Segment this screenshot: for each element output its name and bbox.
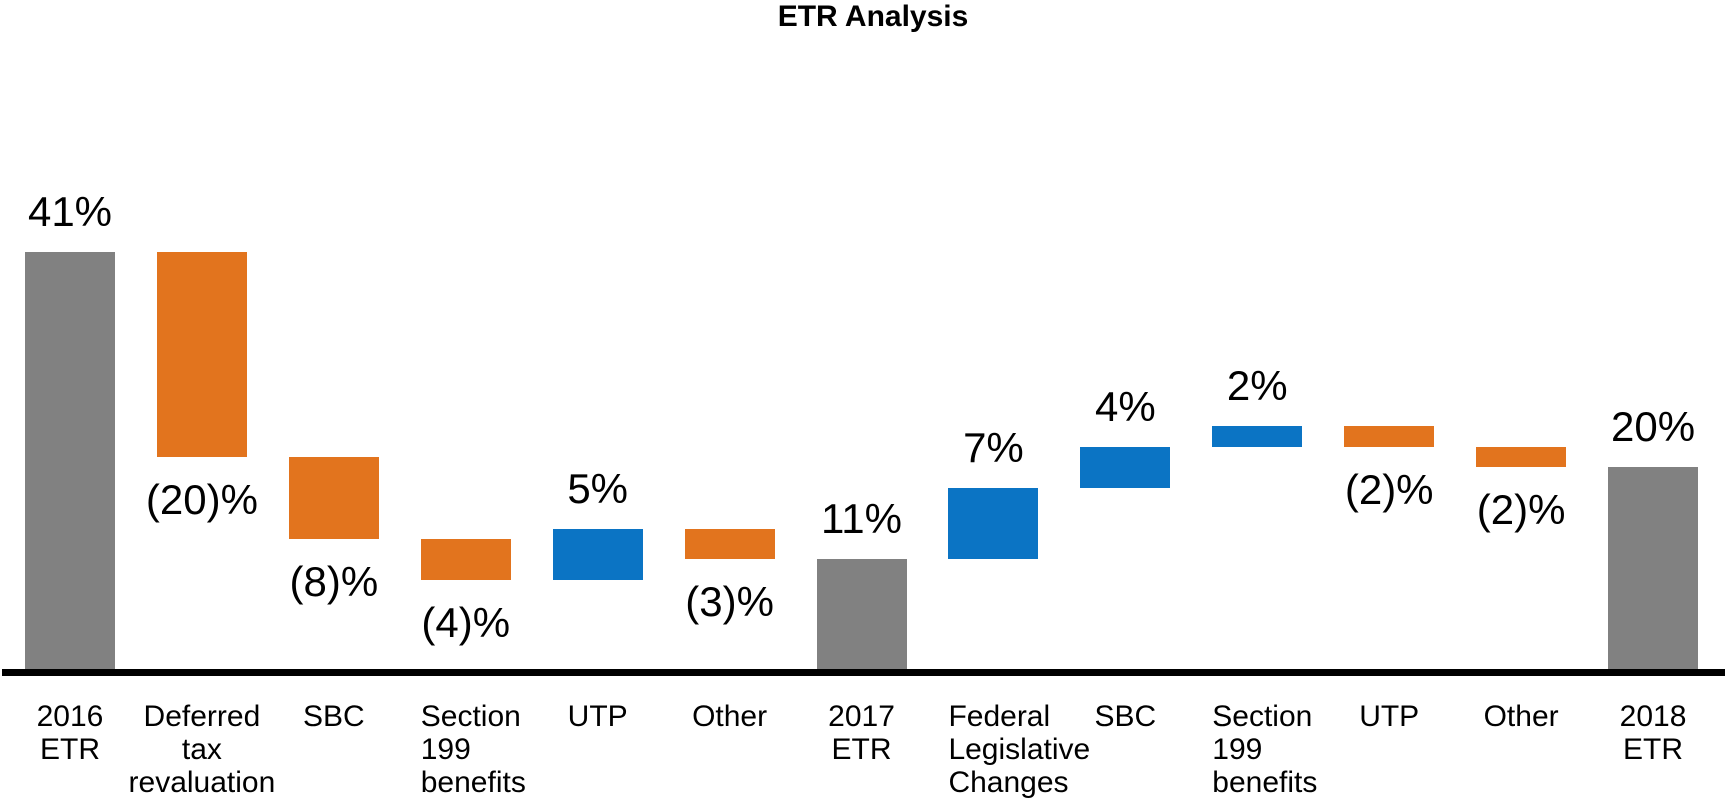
bar-value-label: 41% [27, 187, 113, 235]
bar-value-label: (3)% [685, 578, 774, 626]
bar-value-label: 20% [1611, 403, 1696, 450]
chart-title: ETR Analysis [777, 0, 969, 33]
waterfall-bar-increase [552, 528, 643, 580]
bar-value-label: (8)% [289, 557, 379, 605]
x-axis-category-label: Deferred tax revaluation [128, 700, 276, 799]
x-axis-category-label: SBC [302, 700, 365, 733]
waterfall-bar-decrease [420, 538, 511, 580]
x-axis-category-label: Section 199 benefits [420, 700, 526, 799]
waterfall-bar-decrease [288, 456, 379, 539]
waterfall-bar-increase [948, 487, 1039, 560]
bar-value-label: 4% [1095, 382, 1156, 430]
bar-value-label: (20)% [145, 475, 258, 523]
waterfall-bar-decrease [1344, 426, 1435, 447]
bar-value-label: (4)% [421, 598, 511, 646]
waterfall-bar-decrease [684, 528, 775, 560]
waterfall-bar-decrease [1476, 446, 1567, 467]
waterfall-bar-decrease [156, 251, 247, 457]
bar-value-label: 11% [821, 495, 902, 543]
waterfall-bar-total [1608, 467, 1699, 672]
waterfall-bar-total [25, 251, 115, 672]
x-axis-category-label: Federal Legislative Changes [948, 700, 1091, 799]
waterfall-bar-increase [1212, 426, 1303, 447]
waterfall-bar-increase [1080, 446, 1171, 488]
x-axis-category-label: UTP [1359, 700, 1420, 733]
x-axis-category-label: Section 199 benefits [1212, 700, 1318, 799]
bar-value-label: (2)% [1344, 465, 1434, 513]
waterfall-bar-total [816, 559, 907, 672]
x-axis-category-label: 2018 ETR [1619, 700, 1687, 766]
x-axis-category-label: UTP [567, 700, 628, 733]
bar-value-label: (2)% [1476, 486, 1566, 533]
bar-value-label: 5% [567, 464, 629, 512]
bar-value-label: 2% [1226, 362, 1288, 409]
x-axis-line [2, 669, 1725, 676]
x-axis-category-label: Other [1483, 700, 1559, 733]
x-axis-category-label: 2017 ETR [828, 700, 895, 766]
bar-value-label: 7% [963, 423, 1024, 471]
x-axis-category-label: 2016 ETR [36, 700, 104, 766]
x-axis-category-label: SBC [1094, 700, 1157, 733]
x-axis-category-label: Other [692, 700, 768, 733]
